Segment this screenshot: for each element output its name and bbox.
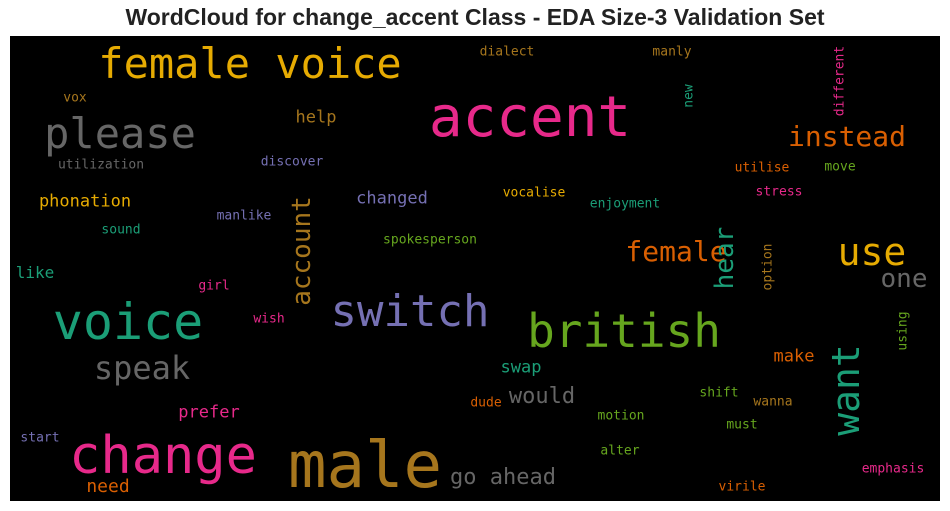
word-male: male (287, 429, 443, 501)
word-option: option (760, 243, 776, 291)
word-wish: wish (253, 311, 285, 327)
word-instead: instead (787, 120, 907, 153)
word-dude: dude (470, 395, 502, 411)
word-would: would (508, 384, 576, 409)
word-using: using (895, 311, 911, 351)
word-please: please (44, 109, 196, 158)
word-utilization: utilization (57, 157, 145, 173)
word-change: change (69, 426, 257, 486)
word-manlike: manlike (216, 208, 272, 224)
word-new: new (681, 84, 697, 108)
word-female-voice: female voice (98, 39, 402, 88)
word-dialect: dialect (479, 44, 535, 60)
wordcloud-canvas: accent male change voice female voice british… (10, 36, 940, 501)
word-phonation: phonation (38, 191, 132, 212)
word-want: want (824, 344, 868, 436)
word-different: different (832, 45, 848, 117)
word-discover: discover (260, 154, 324, 170)
word-voice: voice (52, 293, 204, 351)
word-like: like (15, 263, 55, 282)
word-need: need (86, 476, 130, 497)
word-motion: motion (597, 408, 645, 424)
chart-title: WordCloud for change_accent Class - EDA … (125, 4, 825, 30)
word-hear: hear (710, 226, 740, 290)
word-switch: switch (330, 286, 490, 337)
word-utilise: utilise (734, 160, 790, 176)
word-girl: girl (198, 278, 230, 294)
word-changed: changed (356, 188, 428, 209)
word-go-ahead: go ahead (450, 465, 556, 490)
word-wanna: wanna (753, 394, 793, 410)
word-sound: sound (101, 222, 141, 238)
word-account: account (287, 196, 317, 306)
word-manly: manly (652, 44, 692, 60)
word-alter: alter (600, 443, 640, 459)
word-one: one (880, 264, 928, 294)
word-female: female (625, 235, 727, 268)
word-help: help (295, 107, 337, 128)
word-swap: swap (500, 357, 542, 378)
word-emphasis: emphasis (861, 461, 925, 477)
word-vocalise: vocalise (502, 185, 566, 201)
word-use: use (837, 230, 907, 274)
word-move: move (824, 159, 856, 175)
word-spokesperson: spokesperson (383, 232, 477, 248)
word-speak: speak (93, 349, 191, 387)
word-make: make (773, 346, 815, 367)
word-must: must (726, 417, 758, 433)
word-shift: shift (699, 385, 739, 401)
word-start: start (20, 430, 60, 446)
word-vox: vox (63, 90, 87, 106)
word-prefer: prefer (178, 402, 240, 423)
word-stress: stress (755, 184, 803, 200)
word-enjoyment: enjoyment (589, 196, 661, 212)
word-british: british (527, 304, 721, 358)
word-accent: accent (428, 85, 632, 150)
word-virile: virile (718, 479, 766, 495)
